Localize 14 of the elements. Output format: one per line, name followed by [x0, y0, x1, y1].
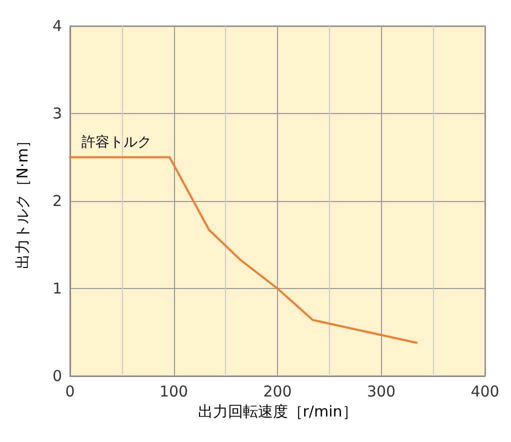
- line-series: [69, 156, 418, 344]
- annotation: 許容トルク: [82, 134, 152, 150]
- y-tick-label: 2: [52, 192, 62, 210]
- y-tick-label: 4: [52, 17, 62, 35]
- y-tick-label: 0: [52, 367, 62, 385]
- x-tick-label: 400: [470, 382, 500, 400]
- x-tick-label: 300: [366, 382, 396, 400]
- x-tick-label: 100: [159, 382, 188, 400]
- x-axis-title: 出力回転速度［r/min］: [198, 402, 358, 420]
- x-tick-label: 0: [65, 382, 75, 400]
- y-axis-title: 出力トルク［N·m］: [14, 133, 32, 269]
- x-tick-label: 200: [263, 382, 292, 400]
- y-tick-label: 1: [52, 280, 62, 298]
- y-tick-label: 3: [52, 104, 62, 122]
